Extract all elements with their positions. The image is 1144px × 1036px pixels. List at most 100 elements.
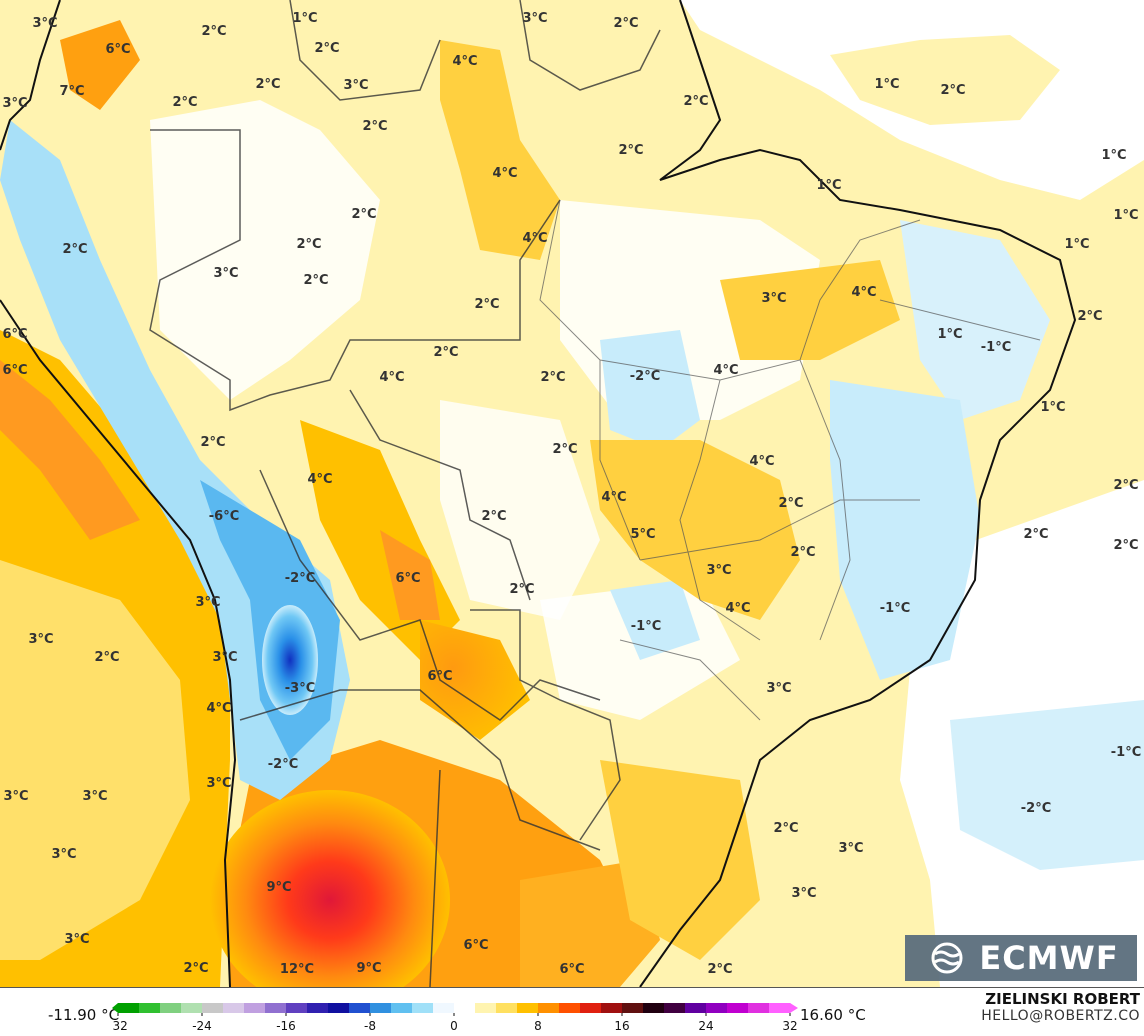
temperature-label: 1°C: [937, 327, 962, 342]
temperature-label: 4°C: [452, 54, 477, 69]
temperature-label: 3°C: [82, 789, 107, 804]
temperature-label: 2°C: [433, 345, 458, 360]
temperature-label: 3°C: [206, 776, 231, 791]
state-borders: [539, 199, 1041, 721]
temperature-label: 2°C: [707, 962, 732, 977]
temperature-label: 2°C: [200, 435, 225, 450]
cool-area-central: [600, 330, 700, 450]
colorbar-cell: [748, 1003, 770, 1013]
temperature-label: 6°C: [2, 363, 27, 378]
colorbar-cell: [139, 1003, 161, 1013]
colorbar-tick-label: 24: [698, 1019, 713, 1033]
author-name: ZIELINSKI ROBERT: [985, 990, 1140, 1008]
temperature-label: 1°C: [292, 11, 317, 26]
temperature-label: 2°C: [296, 237, 321, 252]
temperature-label: 2°C: [255, 77, 280, 92]
colorbar-cell: [391, 1003, 413, 1013]
colorbar-tick-label: -8: [364, 1019, 376, 1033]
legend-footer: -11.90 °C -32 -24 -16 -8 0 8 16 24 32 16.60 °C Z…: [0, 987, 1144, 1036]
colorbar-cell: [664, 1003, 686, 1013]
temperature-label: 3°C: [838, 841, 863, 856]
pacific-yellow-patch: [0, 560, 190, 960]
temperature-label: -1°C: [1111, 745, 1141, 760]
temperature-label: 4°C: [206, 701, 231, 716]
temperature-label: 2°C: [540, 370, 565, 385]
colorbar-cell: [307, 1003, 329, 1013]
colorbar-tick-label: -32: [112, 1019, 128, 1033]
pantanal-white: [440, 400, 600, 620]
temperature-label: 2°C: [62, 242, 87, 257]
colorbar-tick-label: 16: [614, 1019, 629, 1033]
temperature-label: 9°C: [266, 880, 291, 895]
author-credit: ZIELINSKI ROBERT HELLO@ROBERTZ.CO: [981, 990, 1140, 1024]
colorbar-cell: [244, 1003, 266, 1013]
temperature-label: 3°C: [3, 789, 28, 804]
temperature-label: 9°C: [356, 961, 381, 976]
temperature-label: 3°C: [522, 11, 547, 26]
temperature-label: 2°C: [618, 143, 643, 158]
colorbar-tick-label: -24: [192, 1019, 212, 1033]
cool-area-east: [830, 380, 980, 680]
temperature-label: 4°C: [851, 285, 876, 300]
colorbar-left-arrow: [112, 1003, 118, 1013]
temperature-label: -1°C: [631, 619, 661, 634]
temperature-label: 1°C: [1113, 208, 1138, 223]
warm-northeast-interior: [720, 260, 900, 360]
warm-central-interior: [590, 440, 800, 620]
temperature-label: 4°C: [492, 166, 517, 181]
temperature-label: 2°C: [613, 16, 638, 31]
temperature-label: 2°C: [474, 297, 499, 312]
colorbar-cell: [223, 1003, 245, 1013]
temperature-label: 3°C: [766, 681, 791, 696]
temperature-label: 2°C: [790, 545, 815, 560]
colorbar-cell: [118, 1003, 140, 1013]
temperature-label: 2°C: [552, 442, 577, 457]
ocean-warm-patch: [830, 35, 1060, 125]
temperature-label: 2°C: [1113, 538, 1138, 553]
warm-bolivia-core: [380, 530, 440, 620]
ecmwf-waves-icon: [931, 942, 963, 974]
andes-cold-core: [262, 605, 318, 715]
temperature-label: -2°C: [268, 757, 298, 772]
temperature-label: 6°C: [105, 42, 130, 57]
temperature-label: 3°C: [2, 96, 27, 111]
pacific-orange-core: [0, 360, 140, 540]
temperature-label: 6°C: [463, 938, 488, 953]
temperature-label: 3°C: [343, 78, 368, 93]
colorbar-cell: [517, 1003, 539, 1013]
temperature-label: 4°C: [379, 370, 404, 385]
colorbar-cell: [160, 1003, 182, 1013]
temperature-label: 2°C: [481, 509, 506, 524]
temperature-label: 2°C: [1077, 309, 1102, 324]
temperature-label: 2°C: [172, 95, 197, 110]
temperature-label: 2°C: [94, 650, 119, 665]
temperature-label: 7°C: [59, 84, 84, 99]
temperature-label: 2°C: [183, 961, 208, 976]
colorbar-cell: [475, 1003, 497, 1013]
temperature-label: 3°C: [213, 266, 238, 281]
colorbar-cell: [580, 1003, 602, 1013]
temperature-label: 3°C: [64, 932, 89, 947]
colorbar-cell: [559, 1003, 581, 1013]
colorbar-cell: [433, 1003, 455, 1013]
colorbar-cell: [454, 1003, 476, 1013]
ecmwf-logo: ECMWF: [905, 935, 1137, 981]
temperature-label: 6°C: [559, 962, 584, 977]
temperature-label: 5°C: [630, 527, 655, 542]
cool-area-south: [610, 580, 700, 660]
colorbar-cell: [538, 1003, 560, 1013]
temperature-label: 3°C: [706, 563, 731, 578]
temperature-label: -2°C: [285, 571, 315, 586]
colorbar-cell: [202, 1003, 224, 1013]
temperature-label: 2°C: [1023, 527, 1048, 542]
temperature-label: 2°C: [351, 207, 376, 222]
temperature-label: 2°C: [303, 273, 328, 288]
legend-min-value: -11.90 °C: [48, 1006, 120, 1024]
temperature-label: 6°C: [2, 327, 27, 342]
colorbar-cell: [769, 1003, 791, 1013]
temperature-label: 2°C: [778, 496, 803, 511]
temperature-label: 2°C: [683, 94, 708, 109]
colorbar-cell: [181, 1003, 203, 1013]
temperature-label: 4°C: [601, 490, 626, 505]
temperature-label: 2°C: [509, 582, 534, 597]
